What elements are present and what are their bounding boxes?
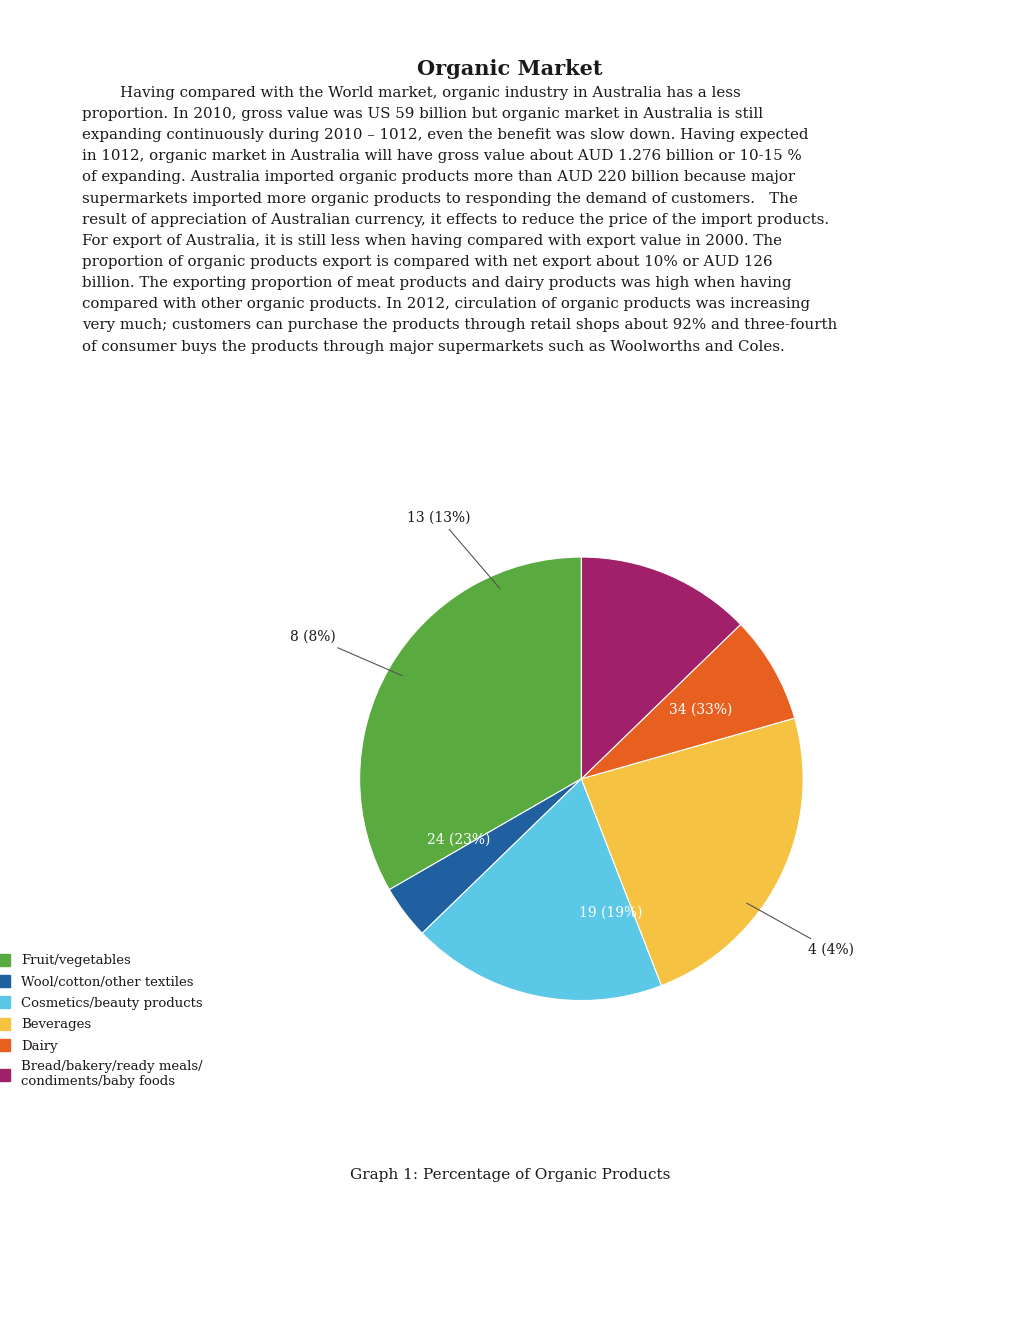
Legend: Fruit/vegetables, Wool/cotton/other textiles, Cosmetics/beauty products, Beverag: Fruit/vegetables, Wool/cotton/other text…: [0, 949, 208, 1094]
Text: Organic Market: Organic Market: [417, 59, 602, 79]
Text: 19 (19%): 19 (19%): [579, 906, 642, 920]
Wedge shape: [581, 718, 802, 986]
Wedge shape: [581, 624, 794, 779]
Text: 8 (8%): 8 (8%): [289, 630, 401, 676]
Wedge shape: [389, 779, 581, 933]
Text: Having compared with the World market, organic industry in Australia has a less
: Having compared with the World market, o…: [82, 86, 836, 354]
Text: 4 (4%): 4 (4%): [746, 903, 853, 957]
Wedge shape: [581, 557, 740, 779]
Text: 13 (13%): 13 (13%): [407, 511, 499, 589]
Text: 34 (33%): 34 (33%): [668, 704, 732, 717]
Text: Graph 1: Percentage of Organic Products: Graph 1: Percentage of Organic Products: [350, 1168, 669, 1183]
Wedge shape: [360, 557, 581, 890]
Wedge shape: [422, 779, 661, 1001]
Text: 24 (23%): 24 (23%): [426, 833, 489, 847]
